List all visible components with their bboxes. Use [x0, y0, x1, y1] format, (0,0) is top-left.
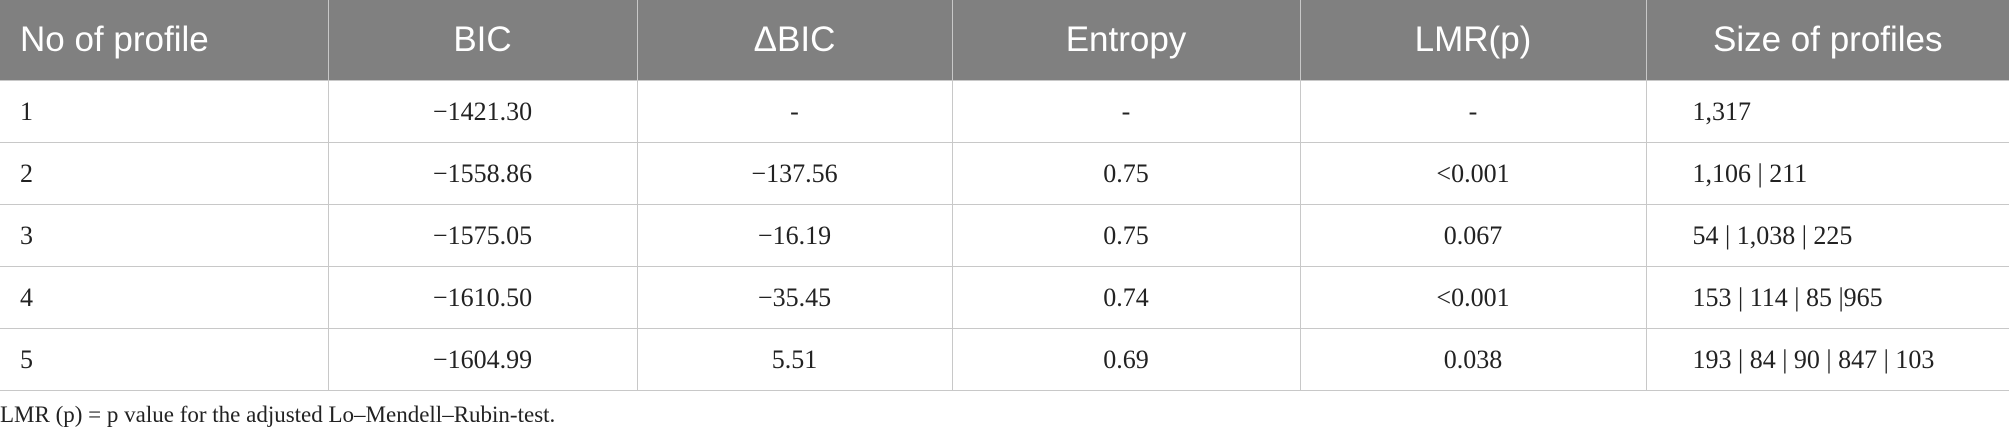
- table-row: 4 −1610.50 −35.45 0.74 <0.001 153 | 114 | 85 …: [0, 266, 2009, 329]
- table-cell: −35.45: [636, 266, 953, 329]
- table-cell: -: [636, 80, 953, 143]
- table-cell: <0.001: [1299, 266, 1647, 329]
- table-body: 1 −1421.30- - -1,317 2 −1558.86 −137.56 0.75 <0.…: [0, 80, 2009, 391]
- column-header: BIC: [327, 0, 637, 81]
- table-row: 3 −1575.05 −16.19 0.75 0.067 54 | 1,038 | 225: [0, 204, 2009, 267]
- table-row: 2 −1558.86 −137.56 0.75 <0.001 1,106 | 211: [0, 142, 2009, 205]
- table-cell: −1604.99: [327, 328, 638, 391]
- table-cell: 2: [0, 142, 329, 205]
- table-cell: 4: [0, 266, 329, 329]
- table-cell: −1558.86: [327, 142, 638, 205]
- table-cell: -: [951, 80, 1301, 143]
- table-cell: <0.001: [1299, 142, 1647, 205]
- column-header: LMR(p): [1299, 0, 1646, 81]
- table-cell: 153 | 114 | 85 |965: [1645, 266, 2009, 329]
- table-cell: 193 | 84 | 90 | 847 | 103: [1645, 328, 2009, 391]
- header-row: No of profile BIC ΔBIC Entropy LMR(p) Size of…: [0, 0, 2009, 81]
- table-cell: 5: [0, 328, 329, 391]
- table-cell: 0.75: [951, 142, 1301, 205]
- column-header: Entropy: [951, 0, 1300, 81]
- table-cell: 3: [0, 204, 329, 267]
- table-cell: 5.51: [636, 328, 953, 391]
- table-cell: 1,317: [1645, 80, 2009, 143]
- table-cell: −137.56: [636, 142, 953, 205]
- results-table: No of profile BIC ΔBIC Entropy LMR(p) Size of…: [0, 0, 2009, 391]
- column-header: Size of profiles: [1645, 0, 2009, 81]
- column-header: No of profile: [0, 0, 328, 81]
- table-cell: 0.75: [951, 204, 1301, 267]
- table-cell: −1421.30: [327, 80, 638, 143]
- table-cell: -: [1299, 80, 1647, 143]
- table-cell: −1610.50: [327, 266, 638, 329]
- table-row: 5 −1604.99 5.51 0.69 0.038 193 | 84 | 90 | 84…: [0, 328, 2009, 391]
- table-cell: 0.69: [951, 328, 1301, 391]
- column-header: ΔBIC: [636, 0, 952, 81]
- table-cell: 1,106 | 211: [1645, 142, 2009, 205]
- table-cell: −1575.05: [327, 204, 638, 267]
- table-cell: 0.038: [1299, 328, 1647, 391]
- table-cell: −16.19: [636, 204, 953, 267]
- table-row: 1 −1421.30- - -1,317: [0, 80, 2009, 143]
- table-cell: 0.067: [1299, 204, 1647, 267]
- table-cell: 1: [0, 80, 329, 143]
- table-cell: 0.74: [951, 266, 1301, 329]
- table-cell: 54 | 1,038 | 225: [1645, 204, 2009, 267]
- footnote: LMR (p) = p value for the adjusted Lo–Me…: [0, 402, 556, 427]
